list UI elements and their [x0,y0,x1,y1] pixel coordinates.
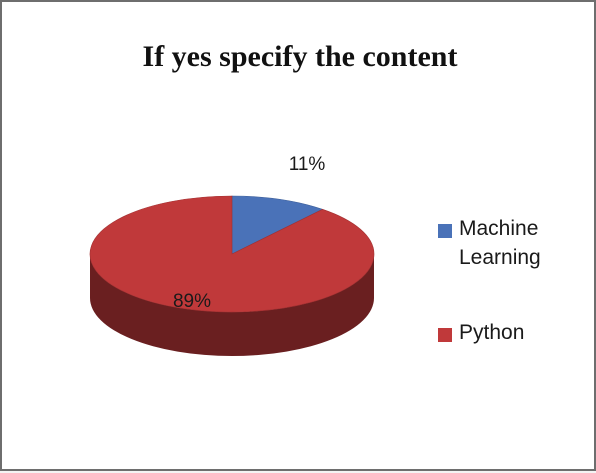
legend-item-python: Python [434,318,541,347]
legend-label-machine-learning: Machine Learning [459,217,541,269]
legend: Machine Learning Python [434,214,541,347]
pie-slice-python [89,195,375,313]
legend-label-python: Python [459,321,525,344]
legend-swatch-python [438,328,452,342]
chart-title: If yes specify the content [142,40,458,73]
legend-label-learning: Learning [459,246,541,269]
pie-slice-machine-learning [231,195,324,255]
legend-swatch-machine-learning [438,224,452,238]
data-label-python: 89% [173,291,211,312]
pie-side-1-0 [90,254,374,356]
legend-label-machine: Machine [459,217,539,240]
legend-item-machine-learning: Machine Learning [434,214,541,272]
data-label-machine-learning: 11% [289,154,326,175]
